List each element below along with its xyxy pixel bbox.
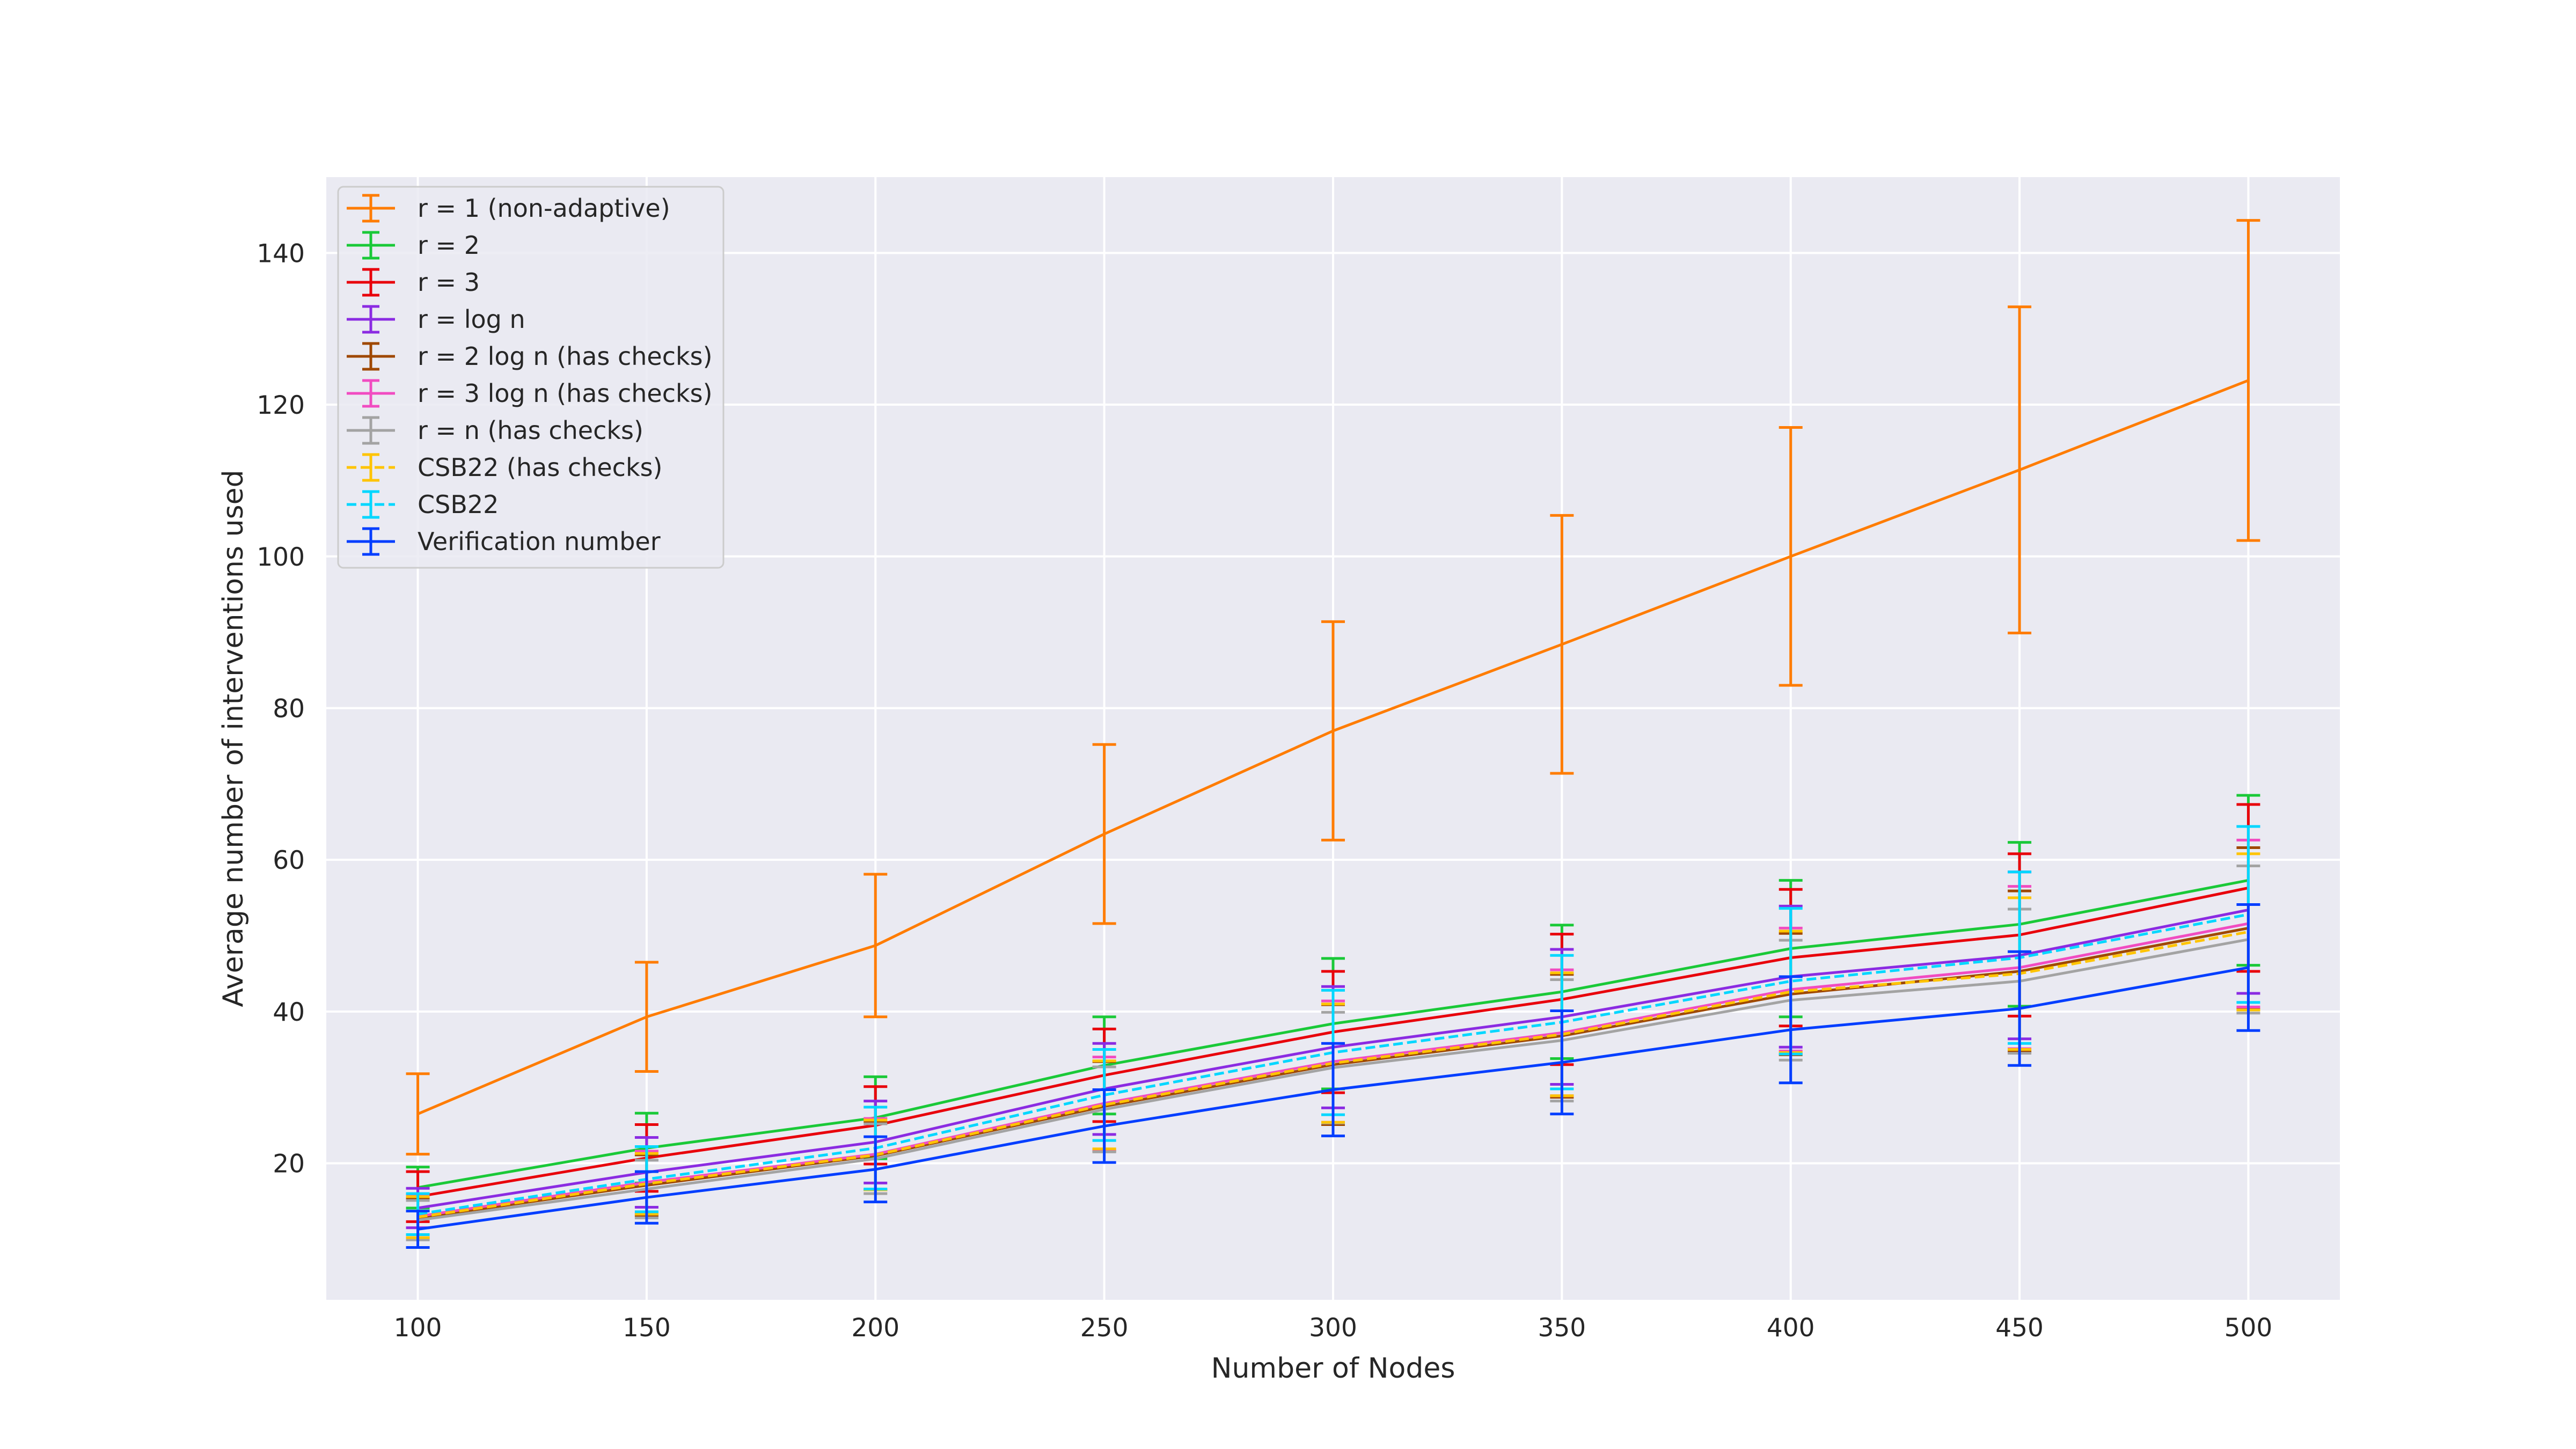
legend-item: r = 1 (non-adaptive)	[347, 194, 670, 223]
y-tick-label: 40	[273, 998, 305, 1027]
error-bar	[1779, 975, 1803, 1085]
x-tick-label: 150	[623, 1313, 671, 1343]
legend-label: r = 3	[418, 268, 480, 297]
x-tick-label: 400	[1767, 1313, 1815, 1343]
error-bar	[406, 1210, 430, 1249]
x-tick-label: 350	[1538, 1313, 1586, 1343]
y-axis-label: Average number of interventions used	[217, 470, 250, 1007]
legend-label: r = 2	[418, 231, 480, 260]
tick-labels: 100 150 200 250 300 350 400 450 500 20 40 60 80 100 12…	[257, 239, 2272, 1343]
legend-item: r = n (has checks)	[347, 416, 643, 445]
x-tick-label: 100	[394, 1313, 442, 1343]
y-tick-label: 140	[257, 239, 305, 268]
legend-item: r = log n	[347, 305, 525, 334]
error-bar	[1779, 426, 1803, 687]
x-tick-label: 250	[1080, 1313, 1129, 1343]
error-bar	[406, 1072, 430, 1156]
x-tick-label: 300	[1309, 1313, 1357, 1343]
error-bar	[2236, 219, 2260, 542]
series-group	[406, 219, 2260, 1249]
error-bar	[1550, 1009, 1574, 1116]
x-tick-label: 450	[1995, 1313, 2044, 1343]
legend-item: Verification number	[347, 527, 661, 556]
legend-item: r = 2	[347, 231, 480, 260]
series	[406, 903, 2260, 1249]
legend-item: r = 2 log n (has checks)	[347, 342, 713, 371]
y-tick-label: 100	[257, 543, 305, 572]
legend-label: r = 1 (non-adaptive)	[418, 194, 670, 223]
legend-item: r = 3 log n (has checks)	[347, 379, 713, 408]
legend-label: CSB22	[418, 490, 499, 519]
legend-label: r = n (has checks)	[418, 416, 643, 445]
y-tick-label: 120	[257, 391, 305, 420]
legend-label: r = log n	[418, 305, 525, 334]
error-bar	[863, 873, 888, 1019]
error-bar	[1321, 1042, 1345, 1138]
error-bar	[1321, 620, 1345, 841]
error-bar	[1550, 514, 1574, 775]
legend-label: r = 2 log n (has checks)	[418, 342, 713, 371]
error-bar	[863, 1135, 888, 1204]
error-bar	[2236, 903, 2260, 1032]
x-axis-label: Number of Nodes	[1211, 1352, 1455, 1385]
y-tick-label: 20	[273, 1150, 305, 1179]
x-tick-label: 500	[2224, 1313, 2273, 1343]
series	[406, 219, 2260, 1156]
legend-box	[337, 186, 724, 569]
legend-item: r = 3	[347, 268, 480, 297]
legend-label: r = 3 log n (has checks)	[418, 379, 713, 408]
legend-item: CSB22	[347, 490, 499, 519]
error-bar	[634, 1170, 658, 1225]
legend-label: CSB22 (has checks)	[418, 453, 663, 482]
legend-item: CSB22 (has checks)	[347, 453, 663, 482]
error-bar	[1092, 743, 1116, 925]
legend: r = 1 (non-adaptive) r = 2 r = 3 r = log n r…	[337, 186, 724, 569]
error-bar	[1092, 1088, 1116, 1164]
y-tick-label: 60	[273, 846, 305, 875]
x-tick-label: 200	[851, 1313, 899, 1343]
y-tick-label: 80	[273, 694, 305, 723]
error-bar	[2008, 305, 2032, 635]
error-bar	[634, 961, 658, 1073]
legend-label: Verification number	[418, 527, 661, 556]
error-bar	[2008, 950, 2032, 1067]
